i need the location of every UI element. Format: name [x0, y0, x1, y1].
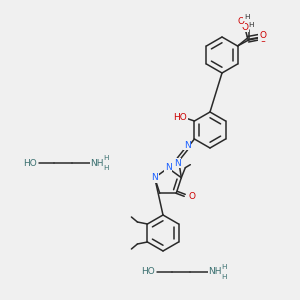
Text: N: N	[151, 173, 158, 182]
Text: N: N	[184, 140, 191, 149]
Text: HO: HO	[23, 158, 37, 167]
Text: N: N	[165, 164, 171, 172]
Text: NH: NH	[208, 268, 222, 277]
Text: N: N	[174, 158, 181, 167]
Text: H: H	[248, 22, 253, 28]
Text: H: H	[221, 264, 227, 270]
Text: NH: NH	[90, 158, 104, 167]
Text: O: O	[241, 22, 248, 32]
Text: HO: HO	[173, 112, 187, 122]
Text: H: H	[103, 165, 109, 171]
Text: H: H	[221, 274, 227, 280]
Text: H: H	[244, 14, 249, 20]
Text: H: H	[103, 155, 109, 161]
Text: O: O	[259, 32, 266, 40]
Text: O: O	[189, 192, 196, 201]
Text: HO: HO	[141, 268, 155, 277]
Text: O: O	[259, 34, 266, 43]
Text: O: O	[237, 17, 244, 26]
